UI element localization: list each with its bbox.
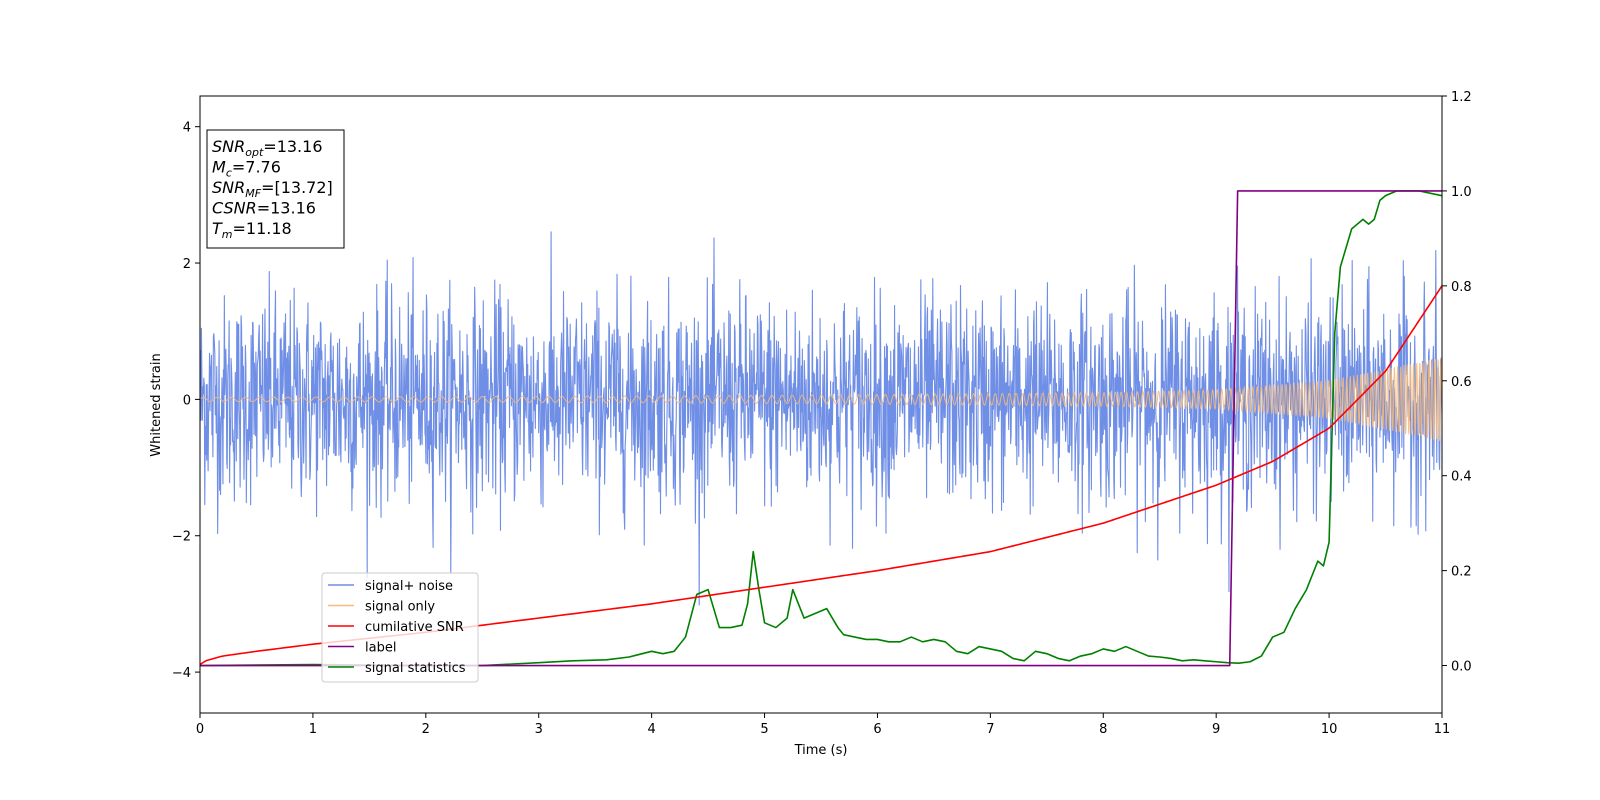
plot-series bbox=[200, 190, 1442, 667]
annotation-line: SNRMF=[13.72] bbox=[212, 178, 333, 200]
series-signal-noise bbox=[200, 231, 1442, 606]
series-label bbox=[200, 190, 1442, 667]
x-tick-label: 0 bbox=[196, 722, 204, 737]
x-tick-label: 3 bbox=[535, 722, 543, 737]
legend-entry: signal+ noise bbox=[365, 579, 453, 594]
legend-entry: label bbox=[365, 641, 396, 656]
y-tick-label-right: 1.0 bbox=[1451, 185, 1472, 200]
x-tick-label: 7 bbox=[986, 722, 994, 737]
y-tick-label-right: 0.4 bbox=[1451, 470, 1472, 485]
x-tick-label: 9 bbox=[1212, 722, 1220, 737]
annotation-line: Mc=7.76 bbox=[212, 158, 281, 180]
legend-entry: cumilative SNR bbox=[365, 620, 464, 635]
x-tick-label: 11 bbox=[1434, 722, 1451, 737]
y-tick-label-left: −2 bbox=[172, 530, 191, 545]
annotation-frame bbox=[206, 129, 345, 249]
x-tick-label: 6 bbox=[873, 722, 881, 737]
plot-frame bbox=[199, 95, 1443, 714]
x-tick-label: 4 bbox=[647, 722, 655, 737]
x-tick-label: 1 bbox=[309, 722, 317, 737]
x-tick-label: 10 bbox=[1321, 722, 1338, 737]
series-signal-statistics bbox=[200, 190, 1442, 667]
y-tick-label-right: 1.2 bbox=[1451, 90, 1472, 105]
y-tick-label-left: 2 bbox=[183, 257, 191, 272]
y-tick-label-right: 0.2 bbox=[1451, 565, 1472, 580]
x-tick-label: 2 bbox=[422, 722, 430, 737]
legend-entry: signal only bbox=[365, 600, 435, 615]
annotation-line: SNRopt=13.16 bbox=[212, 137, 323, 159]
annotation-box: SNRopt=13.16Mc=7.76SNRMF=[13.72]CSNR=13.… bbox=[206, 129, 345, 249]
annotation-line: Tm=11.18 bbox=[212, 219, 292, 241]
x-axis-label: Time (s) bbox=[794, 743, 848, 758]
annotation-line: CSNR=13.16 bbox=[212, 199, 316, 218]
legend: signal+ noise signal only cumilative SNR la… bbox=[321, 572, 479, 683]
legend-entry: signal statistics bbox=[365, 661, 466, 676]
y-axis-label: Whitened strain bbox=[149, 353, 164, 456]
y-tick-label-left: −4 bbox=[172, 666, 191, 681]
axes: 0 1 2 3 4 5 6 7 8 9 10 11 −4 −2 0 2 4 0.0 0.2 0.4 0.6 0.8 1.0 1… bbox=[172, 90, 1472, 737]
y-tick-label-left: 0 bbox=[183, 393, 191, 408]
y-tick-label-right: 0.8 bbox=[1451, 280, 1472, 295]
y-tick-label-left: 4 bbox=[183, 121, 191, 136]
x-tick-label: 8 bbox=[1099, 722, 1107, 737]
y-tick-label-right: 0.0 bbox=[1451, 660, 1472, 675]
legend-frame bbox=[321, 572, 479, 683]
x-tick-label: 5 bbox=[760, 722, 768, 737]
y-tick-label-right: 0.6 bbox=[1451, 375, 1472, 390]
